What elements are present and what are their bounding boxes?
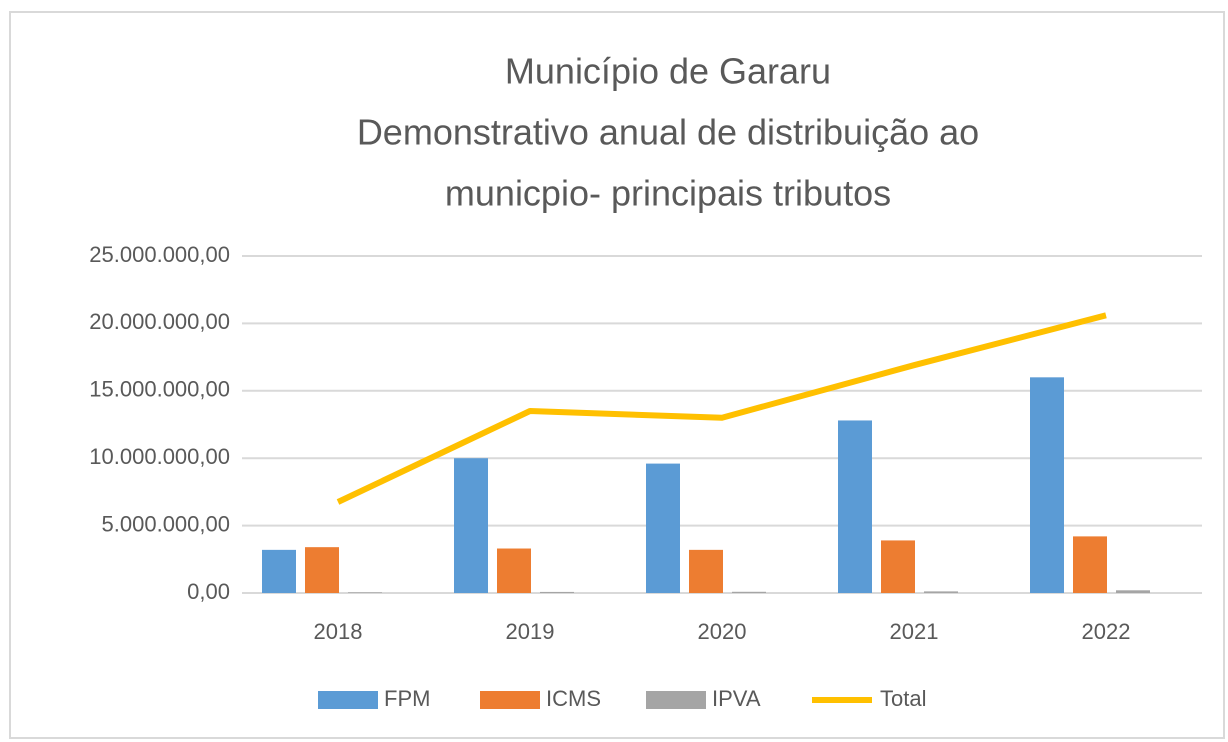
y-tick-label: 20.000.000,00 — [89, 309, 230, 334]
bar — [732, 591, 766, 593]
bar — [924, 591, 958, 593]
y-tick-label: 15.000.000,00 — [89, 377, 230, 402]
legend-swatch — [480, 691, 540, 709]
bar — [646, 463, 680, 593]
x-tick-label: 2021 — [890, 619, 939, 644]
legend-label: ICMS — [546, 686, 601, 711]
legend-label: Total — [880, 686, 926, 711]
bar — [262, 549, 296, 593]
y-tick-label: 25.000.000,00 — [89, 242, 230, 267]
chart-title: Município de Gararu — [505, 51, 831, 92]
bar — [881, 540, 915, 593]
bar — [454, 458, 488, 593]
x-tick-label: 2020 — [698, 619, 747, 644]
x-tick-label: 2018 — [314, 619, 363, 644]
chart-title: Demonstrativo anual de distribuição ao — [357, 112, 979, 153]
x-tick-label: 2022 — [1082, 619, 1131, 644]
chart-title: municpio- principais tributos — [445, 173, 891, 214]
bar — [689, 549, 723, 593]
y-tick-label: 0,00 — [187, 579, 230, 604]
bar — [1073, 536, 1107, 593]
legend-label: FPM — [384, 686, 430, 711]
legend-swatch — [318, 691, 378, 709]
bar — [1030, 377, 1064, 593]
line — [336, 312, 1107, 505]
bar — [497, 548, 531, 593]
legend-label: IPVA — [712, 686, 761, 711]
bar — [1116, 590, 1150, 593]
chart-frame — [9, 11, 1225, 739]
x-tick-label: 2019 — [506, 619, 555, 644]
legend-swatch — [646, 691, 706, 709]
bar — [305, 547, 339, 593]
bar — [540, 591, 574, 593]
bar — [838, 420, 872, 593]
y-tick-label: 10.000.000,00 — [89, 444, 230, 469]
bar — [348, 592, 382, 593]
y-tick-label: 5.000.000,00 — [102, 511, 230, 536]
